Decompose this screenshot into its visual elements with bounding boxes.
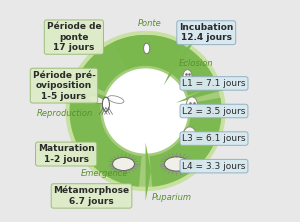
Ellipse shape [88, 96, 104, 103]
Text: Puparium: Puparium [152, 193, 192, 202]
Circle shape [66, 32, 225, 190]
Ellipse shape [186, 97, 197, 112]
Polygon shape [149, 98, 222, 187]
Ellipse shape [102, 97, 110, 111]
Polygon shape [146, 143, 151, 201]
Text: Période de
ponte
17 jours: Période de ponte 17 jours [46, 22, 101, 52]
Text: L2 = 3.5 jours: L2 = 3.5 jours [182, 107, 246, 115]
Polygon shape [77, 35, 184, 92]
Polygon shape [70, 91, 142, 187]
Text: Métamorphose
6.7 jours: Métamorphose 6.7 jours [53, 186, 130, 206]
Ellipse shape [183, 127, 196, 144]
Text: Eclosion: Eclosion [179, 59, 214, 68]
Polygon shape [61, 80, 116, 100]
Ellipse shape [183, 70, 192, 82]
Polygon shape [113, 35, 217, 95]
Ellipse shape [112, 157, 135, 170]
Text: Incubation
12.4 jours: Incubation 12.4 jours [179, 23, 233, 42]
Text: L4 = 3.3 jours: L4 = 3.3 jours [182, 162, 246, 171]
Ellipse shape [108, 96, 124, 103]
Text: Emergence: Emergence [81, 169, 128, 178]
Text: L3 = 6.1 jours: L3 = 6.1 jours [182, 134, 246, 143]
Ellipse shape [164, 157, 189, 171]
Circle shape [104, 69, 188, 153]
Text: Ponte: Ponte [138, 19, 162, 28]
Circle shape [70, 36, 220, 186]
Text: Maturation
1-2 jours: Maturation 1-2 jours [38, 144, 94, 164]
Polygon shape [164, 37, 197, 85]
Text: L1 = 7.1 jours: L1 = 7.1 jours [182, 79, 246, 88]
Text: Reproduction: Reproduction [37, 109, 93, 118]
Polygon shape [176, 88, 232, 103]
Text: Période pré-
oviposition
1-5 jours: Période pré- oviposition 1-5 jours [32, 70, 95, 101]
Ellipse shape [144, 43, 150, 54]
